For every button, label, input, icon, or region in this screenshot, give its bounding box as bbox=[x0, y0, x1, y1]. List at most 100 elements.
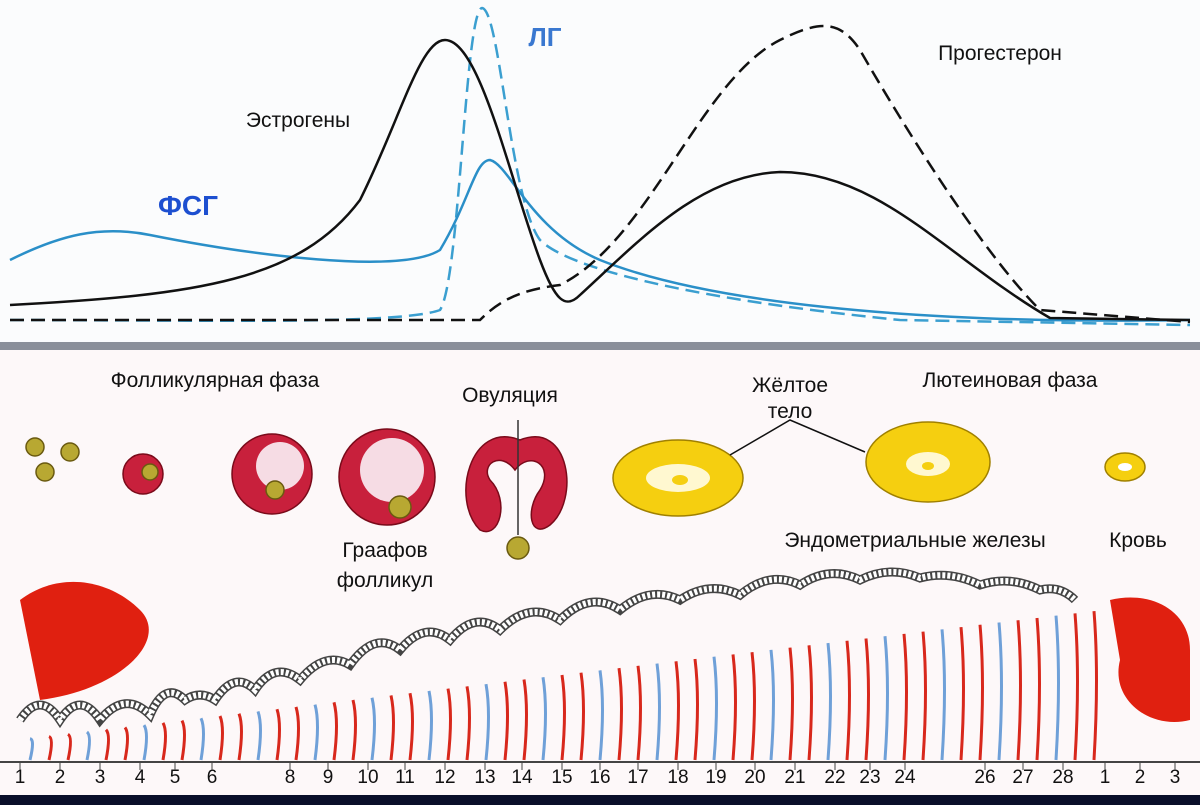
fsh-curve bbox=[9, 158, 1191, 322]
day-label: 4 bbox=[135, 767, 146, 788]
vessel bbox=[28, 737, 34, 761]
vessel bbox=[693, 658, 699, 761]
vessel bbox=[66, 732, 72, 761]
day-label: 6 bbox=[207, 767, 218, 788]
vessel bbox=[47, 735, 53, 761]
day-label: 15 bbox=[551, 767, 572, 788]
day-label: 8 bbox=[285, 767, 296, 788]
vessel bbox=[655, 663, 661, 761]
vessel bbox=[1035, 617, 1041, 761]
vessel bbox=[997, 622, 1003, 761]
vessel bbox=[484, 683, 490, 761]
vessel bbox=[408, 692, 414, 761]
day-label: 22 bbox=[824, 767, 845, 788]
day-label: 21 bbox=[784, 767, 805, 788]
day-label: 1 bbox=[1100, 767, 1111, 788]
vessel bbox=[389, 695, 395, 761]
corpus-luteum-label: тело bbox=[768, 400, 813, 423]
day-label: 24 bbox=[894, 767, 916, 788]
estrogen-label: Эстрогены bbox=[246, 109, 350, 132]
vessel bbox=[142, 724, 148, 761]
vessel bbox=[959, 626, 965, 761]
vessel bbox=[503, 681, 509, 761]
vessel bbox=[883, 636, 889, 761]
day-label: 3 bbox=[1170, 767, 1181, 788]
vessel bbox=[218, 715, 224, 761]
day-label: 19 bbox=[705, 767, 726, 788]
vessel bbox=[199, 717, 205, 761]
lh-label: ЛГ bbox=[529, 22, 562, 52]
day-label: 17 bbox=[627, 767, 648, 788]
vessel bbox=[351, 699, 357, 761]
vessel bbox=[902, 633, 908, 761]
vessel bbox=[1073, 613, 1079, 761]
hormone-curves bbox=[9, 6, 1191, 327]
vessel bbox=[85, 730, 91, 761]
ovulation-label: Овуляция bbox=[462, 384, 558, 407]
blood-label: Кровь bbox=[1109, 529, 1167, 552]
day-label: 23 bbox=[859, 767, 880, 788]
vessel bbox=[275, 708, 281, 761]
vessel bbox=[294, 706, 300, 761]
day-label: 16 bbox=[589, 767, 610, 788]
vessel bbox=[940, 629, 946, 761]
vessel bbox=[826, 642, 832, 761]
day-label: 14 bbox=[511, 767, 533, 788]
vessel bbox=[1092, 611, 1098, 761]
day-label: 5 bbox=[170, 767, 181, 788]
vessel bbox=[598, 670, 604, 761]
vessel bbox=[731, 654, 737, 761]
vessel bbox=[978, 624, 984, 761]
vessel bbox=[123, 726, 129, 761]
vessel bbox=[427, 690, 433, 761]
vessel bbox=[161, 722, 167, 761]
vessel bbox=[560, 674, 566, 761]
vessel bbox=[864, 638, 870, 761]
day-label: 1 bbox=[15, 767, 26, 788]
vessel bbox=[180, 719, 186, 761]
ovary-stages bbox=[25, 419, 1146, 560]
day-label: 18 bbox=[667, 767, 688, 788]
vessel bbox=[712, 656, 718, 761]
vessel bbox=[104, 728, 110, 761]
vessel bbox=[674, 661, 680, 761]
graafian-label: Граафов bbox=[342, 539, 427, 562]
day-label: 2 bbox=[55, 767, 66, 788]
vessel bbox=[370, 697, 376, 761]
vessel bbox=[465, 686, 471, 761]
vessel bbox=[1054, 615, 1060, 761]
luteal-label: Лютеиновая фаза bbox=[923, 369, 1098, 392]
day-label: 26 bbox=[974, 767, 995, 788]
day-label: 27 bbox=[1012, 767, 1033, 788]
progesterone-label: Прогестерон bbox=[938, 42, 1062, 65]
day-label: 9 bbox=[323, 767, 334, 788]
vessel bbox=[332, 701, 338, 761]
corpus-luteum-label: Жёлтое bbox=[752, 374, 828, 397]
graafian-label: фолликул bbox=[337, 569, 433, 592]
endometrium bbox=[0, 567, 1200, 763]
vessel bbox=[921, 631, 927, 761]
day-label: 2 bbox=[1135, 767, 1146, 788]
vessel bbox=[446, 688, 452, 761]
day-label: 20 bbox=[744, 767, 765, 788]
day-label: 10 bbox=[357, 767, 378, 788]
day-label: 3 bbox=[95, 767, 106, 788]
vessel bbox=[769, 649, 775, 761]
progesterone-curve bbox=[10, 24, 1191, 324]
vessel bbox=[1016, 620, 1022, 761]
vessel bbox=[788, 647, 794, 761]
vessel bbox=[579, 672, 585, 761]
vessel bbox=[750, 651, 756, 761]
estrogen-curve bbox=[9, 38, 1191, 322]
day-label: 28 bbox=[1052, 767, 1073, 788]
fsh-label: ФСГ bbox=[158, 190, 218, 221]
vessel bbox=[237, 713, 243, 761]
day-label: 12 bbox=[434, 767, 455, 788]
vessel bbox=[845, 640, 851, 761]
day-label: 13 bbox=[474, 767, 495, 788]
follicular-label: Фолликулярная фаза bbox=[111, 369, 320, 392]
vessel bbox=[522, 679, 528, 761]
vessel bbox=[636, 665, 642, 761]
